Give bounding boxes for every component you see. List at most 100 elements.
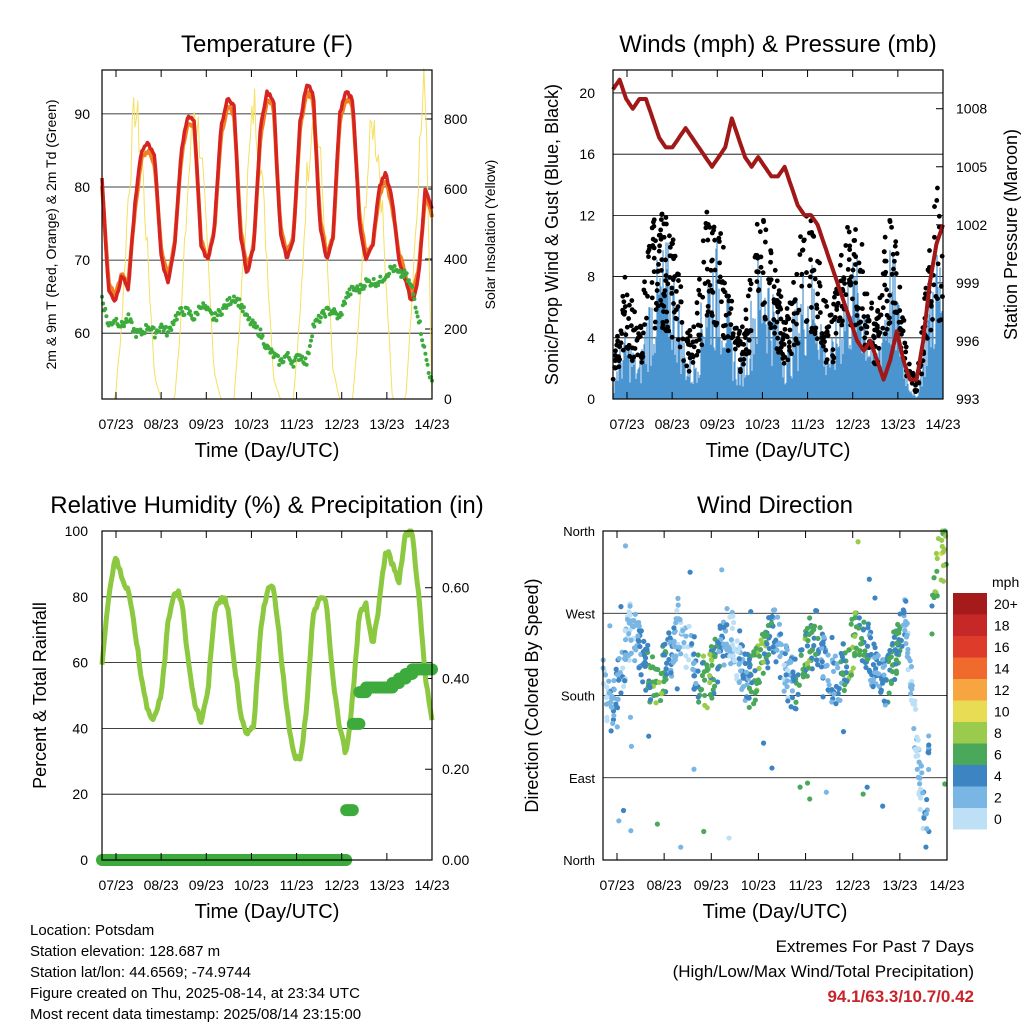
gust-point [919, 371, 925, 377]
gust-point [884, 287, 889, 293]
direction-point [852, 633, 858, 639]
direction-point [641, 638, 647, 644]
gust-point [823, 359, 829, 365]
direction-point [746, 660, 752, 666]
direction-point [655, 666, 661, 673]
gust-point [775, 335, 781, 341]
dewpoint-point [122, 324, 126, 329]
y-axis-title: Sonic/Prop Wind & Gust (Blue, Black) [542, 84, 562, 385]
direction-point [746, 704, 752, 711]
gust-point [675, 337, 681, 342]
dewpoint-point [171, 322, 176, 327]
x-tick-label: 08/23 [647, 877, 682, 893]
gust-point [853, 227, 858, 232]
direction-point [604, 684, 610, 690]
gust-point [673, 307, 679, 313]
dewpoint-point [214, 318, 219, 323]
gust-point [675, 271, 681, 277]
direction-point [892, 676, 898, 683]
direction-point [806, 631, 812, 638]
gust-point [804, 270, 809, 275]
gust-point [830, 359, 836, 365]
dewpoint-point [371, 277, 376, 282]
direction-point [864, 656, 871, 662]
dewpoint-point [425, 362, 430, 367]
direction-point [924, 826, 930, 832]
direction-point [881, 698, 887, 704]
direction-point [902, 627, 908, 633]
direction-point [804, 660, 810, 666]
direction-point [737, 628, 743, 634]
gust-point [686, 368, 692, 374]
gust-point [651, 255, 657, 261]
dewpoint-point [276, 353, 280, 358]
direction-point [917, 806, 923, 813]
gust-point [742, 331, 747, 337]
direction-point [616, 655, 622, 662]
gust-point [743, 351, 749, 357]
dewpoint-point [232, 294, 236, 299]
gust-point [705, 303, 711, 309]
direction-point [657, 697, 664, 704]
gust-point [894, 251, 900, 256]
direction-point [940, 578, 947, 584]
gust-point [793, 338, 799, 343]
direction-point [926, 766, 932, 773]
gust-point [815, 314, 821, 320]
legend-label: 2 [994, 790, 1002, 806]
direction-point [880, 803, 886, 809]
direction-point [863, 664, 869, 671]
direction-point [776, 640, 782, 646]
y-tick-label: North [563, 524, 595, 539]
direction-point [866, 576, 872, 582]
direction-point [793, 699, 799, 705]
direction-point [756, 665, 762, 672]
direction-point [799, 647, 805, 653]
gust-point [809, 268, 815, 274]
gust-point [786, 344, 792, 350]
direction-point [653, 700, 659, 706]
direction-point [606, 690, 612, 696]
gust-point [725, 348, 731, 354]
gust-point [660, 325, 665, 331]
x-tick-label: 09/23 [694, 877, 729, 893]
dewpoint-point [339, 312, 344, 317]
gust-point [663, 273, 669, 278]
gust-point [641, 287, 647, 293]
gust-point [655, 303, 661, 309]
gust-point [766, 277, 771, 282]
gust-point [669, 290, 675, 296]
direction-point [826, 682, 832, 688]
direction-point [700, 653, 707, 659]
gust-point [814, 302, 820, 308]
dewpoint-point [413, 305, 418, 310]
dewpoint-point [279, 357, 284, 362]
gust-point [768, 248, 774, 254]
y2-axis-title: Station Pressure (Maroon) [1001, 129, 1021, 340]
dewpoint-point [237, 297, 242, 302]
gust-point [771, 317, 777, 322]
dewpoint-point [347, 287, 352, 292]
dewpoint-point [164, 333, 169, 338]
direction-point [905, 650, 911, 656]
gust-point [620, 293, 626, 299]
direction-point [607, 623, 613, 629]
direction-point [751, 649, 757, 655]
direction-point [819, 659, 825, 665]
direction-point [611, 677, 617, 684]
direction-point [695, 652, 701, 658]
direction-point [923, 811, 929, 817]
latlon-text: Station lat/lon: 44.6569; -74.9744 [30, 964, 252, 981]
direction-point [917, 775, 923, 781]
direction-point [756, 653, 763, 659]
gust-point [854, 313, 860, 318]
gust-point [709, 230, 715, 236]
gust-point [649, 225, 655, 231]
x-tick-label: 09/23 [700, 416, 735, 432]
gust-point [732, 340, 738, 345]
gust-point [697, 292, 703, 298]
dewpoint-point [240, 309, 245, 314]
direction-point [629, 623, 635, 629]
gust-point [690, 360, 696, 365]
